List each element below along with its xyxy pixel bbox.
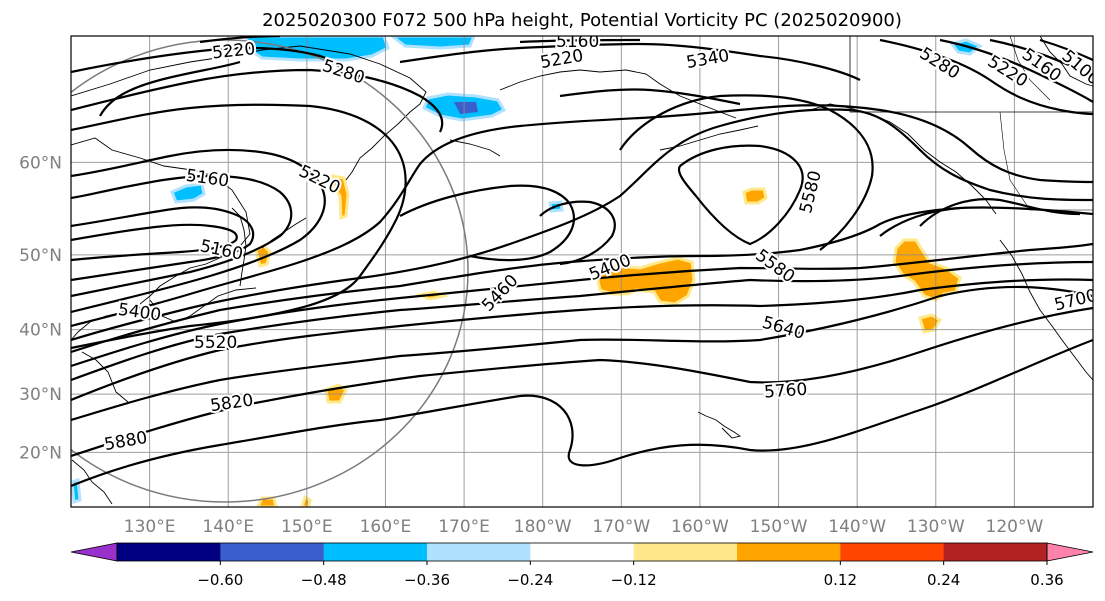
longitude-label: 140°E: [202, 517, 254, 537]
longitude-label: 170°E: [438, 517, 490, 537]
contour-line: [71, 46, 361, 81]
colorbar-tick-label: −0.48: [301, 571, 347, 589]
longitude-label: 130°W: [907, 517, 965, 537]
figure-title: 2025020300 F072 500 hPa height, Potentia…: [262, 10, 902, 31]
pv-area: [170, 182, 206, 204]
colorbar-segment: [840, 543, 945, 561]
contour-line: [879, 206, 961, 237]
map-frame: [70, 35, 1094, 508]
contour-line: [677, 144, 804, 246]
colorbar-tick-label: 0.36: [1030, 571, 1063, 589]
colorbar-tick-label: −0.60: [197, 571, 243, 589]
coastline: [149, 287, 257, 323]
state-border: [849, 36, 1093, 113]
colorbar-segment: [427, 543, 531, 561]
longitude-label: 170°W: [592, 517, 650, 537]
contour-line: [399, 184, 575, 262]
colorbar-segment: [220, 543, 325, 561]
longitude-label: 150°W: [750, 517, 808, 537]
coastline: [71, 45, 427, 181]
longitude-label: 140°W: [828, 517, 886, 537]
colorbar-tick-label: 0.12: [824, 571, 857, 589]
pv-area: [300, 494, 312, 507]
coastline: [81, 351, 129, 403]
state-border: [1009, 36, 1051, 101]
colorbar-segment: [633, 543, 738, 561]
graticule: [71, 36, 1093, 507]
contour-line: [71, 260, 1093, 382]
longitude-label: 160°E: [360, 517, 412, 537]
latitude-label: 20°N: [19, 443, 62, 463]
latitude-label: 30°N: [19, 385, 62, 405]
pv-area: [389, 36, 476, 50]
contour-line: [539, 200, 616, 266]
colorbar-frame: [116, 542, 1048, 562]
contour-line: [71, 223, 238, 262]
colorbar-tick-label: −0.36: [404, 571, 450, 589]
colorbar-segment: [530, 543, 635, 561]
colorbar-tick-label: −0.12: [611, 571, 657, 589]
longitude-label: 150°E: [281, 517, 333, 537]
contour-line: [939, 38, 1093, 103]
colorbar: −0.60−0.48−0.36−0.24−0.120.120.240.360.4…: [70, 542, 1094, 589]
longitude-label: 120°W: [986, 517, 1044, 537]
contour-line: [71, 306, 1093, 458]
contour-line: [399, 42, 861, 81]
longitude-labels: 130°E 140°E 150°E 160°E 170°E 180°W 170°W 160°W…: [124, 517, 1044, 537]
coastline: [697, 411, 742, 439]
contour-line: [989, 38, 1081, 71]
contour-line: [71, 278, 1093, 402]
contour-line: [71, 206, 255, 282]
contour-line: [919, 198, 1081, 227]
contour-line: [99, 60, 241, 117]
pv-area: [331, 174, 350, 221]
contour-line: [71, 108, 1093, 342]
colorbar-segment: [117, 543, 221, 561]
coastline: [499, 69, 737, 119]
map-panel: 5220 5160 5220 5280 5340 5280 5220 5160 …: [19, 32, 1094, 537]
pv-core-area: [454, 102, 478, 114]
latitude-label: 50°N: [19, 246, 62, 266]
contour-line: [71, 104, 1093, 328]
colorbar-tick-label: 0.24: [927, 571, 960, 589]
contour-label: 5400: [117, 300, 163, 326]
contour-line: [71, 103, 407, 350]
colorbar-extend-high: [1046, 542, 1094, 562]
colorbar-segment: [737, 543, 841, 561]
longitude-label: 130°E: [124, 517, 176, 537]
contour-line: [71, 148, 326, 314]
coastline: [71, 459, 113, 505]
pv-area: [742, 187, 768, 205]
coastline: [1039, 36, 1093, 87]
contour-line: [71, 338, 1093, 488]
contour-line: [619, 94, 874, 251]
contour-line: [71, 174, 293, 298]
contour-line: [519, 38, 641, 44]
longitude-label: 160°W: [671, 517, 729, 537]
contour-line: [71, 68, 444, 133]
latitude-labels: 20°N 30°N 40°N 50°N 60°N: [19, 153, 62, 463]
contour-label: 5820: [209, 390, 255, 416]
colorbar-extend-low: [70, 542, 118, 562]
contour-label: 5760: [763, 380, 808, 403]
contour-line: [71, 206, 1093, 354]
coastline: [449, 139, 501, 157]
longitude-label: 180°W: [514, 517, 572, 537]
colorbar-segment: [323, 543, 428, 561]
contour-line: [71, 285, 1093, 422]
contour-line: [559, 88, 741, 106]
height-contours: [71, 36, 1093, 488]
latitude-label: 60°N: [19, 153, 62, 173]
contour-line: [1039, 38, 1093, 61]
colorbar-tick-label: −0.24: [507, 571, 553, 589]
latitude-label: 40°N: [19, 321, 62, 341]
contour-line: [879, 38, 1093, 116]
contour-label: 5520: [194, 333, 237, 353]
colorbar-segment: [943, 543, 1048, 561]
contour-label: 5160: [556, 32, 599, 52]
